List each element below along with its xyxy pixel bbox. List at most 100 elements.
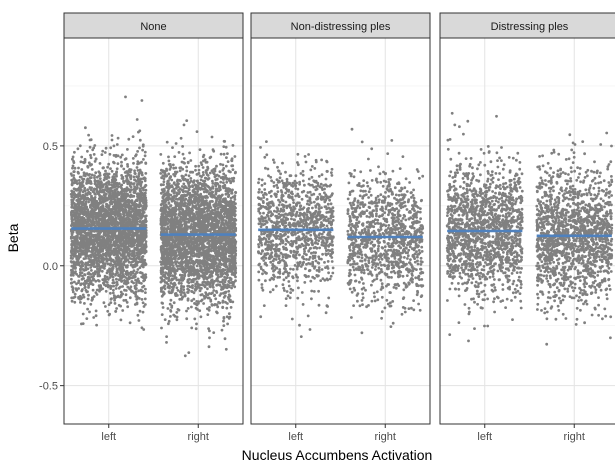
data-point	[120, 268, 124, 271]
data-point	[117, 217, 121, 220]
data-point	[178, 166, 182, 170]
data-point	[104, 169, 107, 173]
data-point	[102, 266, 105, 269]
data-point	[81, 190, 85, 194]
data-point	[160, 313, 164, 316]
data-point	[137, 289, 141, 293]
data-point	[137, 130, 140, 134]
data-point	[142, 279, 146, 283]
data-point	[81, 322, 85, 325]
data-point	[107, 247, 111, 251]
data-point	[132, 218, 136, 222]
data-point	[142, 214, 145, 218]
data-point	[133, 231, 137, 235]
data-point	[201, 166, 205, 169]
data-point	[88, 176, 92, 180]
data-point	[116, 162, 120, 166]
data-point	[178, 169, 182, 173]
data-point	[86, 165, 90, 169]
data-point	[227, 194, 231, 198]
data-point	[75, 282, 78, 286]
data-point	[208, 306, 211, 309]
data-point	[100, 223, 103, 227]
data-point	[112, 288, 115, 292]
data-point	[82, 174, 86, 177]
data-point	[137, 255, 141, 259]
data-point	[93, 239, 97, 243]
data-point	[215, 164, 218, 168]
data-point	[74, 181, 78, 185]
data-point	[112, 222, 115, 226]
data-point	[130, 200, 133, 204]
data-point	[81, 261, 84, 265]
data-point	[174, 293, 178, 297]
data-point	[86, 243, 89, 247]
data-point	[136, 169, 140, 172]
data-point	[130, 222, 133, 226]
data-point	[169, 315, 172, 318]
data-point	[77, 218, 81, 222]
data-point	[79, 268, 82, 272]
data-point	[121, 309, 125, 312]
data-point	[72, 170, 76, 174]
data-point	[97, 192, 100, 195]
data-point	[124, 298, 128, 302]
data-point	[88, 222, 91, 226]
data-point	[90, 215, 94, 219]
data-point	[91, 288, 95, 292]
data-point	[83, 263, 87, 266]
data-point	[119, 243, 122, 247]
data-point	[175, 318, 179, 322]
data-point	[201, 171, 205, 174]
data-point	[225, 177, 229, 181]
data-point	[71, 164, 75, 168]
data-point	[109, 291, 112, 295]
data-point	[129, 185, 133, 189]
data-point	[188, 151, 192, 155]
data-point	[124, 192, 128, 196]
data-point	[144, 205, 147, 208]
data-point	[77, 171, 80, 175]
data-point	[127, 260, 131, 264]
data-point	[111, 192, 115, 196]
data-point	[72, 221, 75, 225]
data-point	[177, 151, 181, 154]
data-point	[142, 305, 146, 308]
data-point	[86, 238, 89, 242]
data-point	[114, 209, 118, 212]
data-point	[122, 256, 125, 260]
data-point	[73, 150, 76, 154]
data-point	[144, 188, 148, 192]
data-point	[141, 310, 145, 314]
data-point	[144, 231, 148, 235]
data-point	[90, 263, 94, 267]
data-point	[112, 161, 116, 165]
data-point	[84, 247, 88, 251]
data-point	[88, 219, 92, 222]
data-point	[94, 291, 98, 294]
data-point	[137, 171, 141, 175]
data-point	[139, 190, 143, 193]
data-point	[169, 309, 173, 313]
data-point	[108, 271, 112, 275]
data-point	[134, 290, 138, 294]
data-point	[96, 206, 100, 210]
data-point	[103, 215, 106, 219]
data-point	[130, 244, 133, 248]
data-point	[102, 208, 106, 212]
data-point	[224, 145, 228, 149]
data-point	[95, 233, 99, 237]
data-point	[119, 190, 123, 194]
data-point	[91, 148, 95, 152]
data-point	[121, 216, 125, 220]
data-point	[80, 217, 84, 221]
data-point	[116, 294, 120, 298]
data-point	[125, 177, 129, 180]
data-point	[97, 254, 101, 258]
data-point	[134, 154, 137, 158]
data-point	[76, 234, 79, 238]
data-point	[102, 178, 106, 182]
data-point	[143, 191, 147, 195]
data-point	[89, 153, 92, 157]
